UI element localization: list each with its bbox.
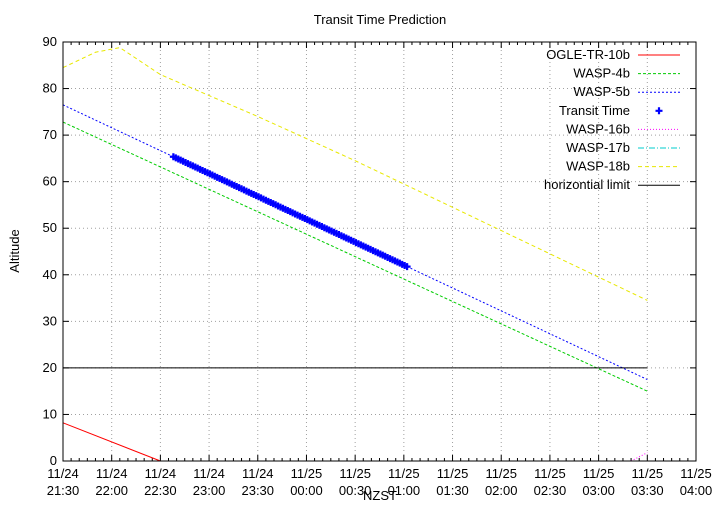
plot-border xyxy=(62,41,697,462)
y-tick-label: 80 xyxy=(43,81,57,96)
x-tick-date: 11/24 xyxy=(96,466,128,481)
y-tick-label: 40 xyxy=(43,267,57,282)
legend-label: WASP-17b xyxy=(566,140,630,155)
x-tick-date: 11/25 xyxy=(680,466,712,481)
legend-label: OGLE-TR-10b xyxy=(546,47,630,62)
x-axis-label: NZST xyxy=(363,488,397,503)
x-tick-date: 11/25 xyxy=(485,466,517,481)
series-transit-time xyxy=(169,153,411,271)
transit-point xyxy=(403,263,411,271)
series-ogle-tr-10b xyxy=(62,422,161,462)
y-tick-label: 50 xyxy=(43,220,57,235)
x-tick-date: 11/25 xyxy=(339,466,371,481)
legend-label: horizontial limit xyxy=(544,177,630,192)
chart-title: Transit Time Prediction xyxy=(314,12,446,27)
y-tick-label: 60 xyxy=(43,174,57,189)
x-tick-time: 02:30 xyxy=(534,483,567,498)
x-tick-date: 11/24 xyxy=(242,466,274,481)
x-tick-time: 23:00 xyxy=(193,483,226,498)
series-wasp-18b xyxy=(62,47,648,301)
x-tick-time: 03:00 xyxy=(582,483,615,498)
y-tick-label: 20 xyxy=(43,360,57,375)
y-tick-label: 10 xyxy=(43,406,57,421)
y-tick-label: 70 xyxy=(43,127,57,142)
legend-label: WASP-18b xyxy=(566,159,630,174)
x-tick-date: 11/25 xyxy=(388,466,420,481)
legend-marker xyxy=(655,107,663,115)
x-tick-date: 11/25 xyxy=(632,466,664,481)
y-tick-label: 30 xyxy=(43,313,57,328)
x-tick-time: 04:00 xyxy=(680,483,713,498)
x-tick-date: 11/24 xyxy=(193,466,225,481)
x-tick-time: 21:30 xyxy=(47,483,80,498)
x-tick-time: 03:30 xyxy=(631,483,664,498)
legend-label: WASP-4b xyxy=(573,66,630,81)
y-axis-label: Altitude xyxy=(7,229,22,272)
x-tick-time: 01:00 xyxy=(388,483,421,498)
x-tick-time: 22:30 xyxy=(144,483,177,498)
legend-label: WASP-5b xyxy=(573,84,630,99)
y-tick-label: 0 xyxy=(50,453,57,468)
y-tick-label: 90 xyxy=(43,34,57,49)
x-tick-time: 02:00 xyxy=(485,483,518,498)
x-tick-date: 11/24 xyxy=(47,466,79,481)
x-tick-date: 11/25 xyxy=(437,466,469,481)
series-wasp-4b xyxy=(62,121,648,392)
legend-label: WASP-16b xyxy=(566,121,630,136)
x-tick-date: 11/25 xyxy=(291,466,323,481)
legend-label: Transit Time xyxy=(559,103,630,118)
x-tick-time: 01:30 xyxy=(436,483,469,498)
x-tick-time: 23:30 xyxy=(241,483,274,498)
x-tick-date: 11/25 xyxy=(534,466,566,481)
series-wasp-16b xyxy=(630,452,648,462)
x-tick-date: 11/25 xyxy=(583,466,615,481)
x-tick-date: 11/24 xyxy=(145,466,177,481)
x-tick-time: 00:30 xyxy=(339,483,372,498)
x-tick-time: 00:00 xyxy=(290,483,323,498)
x-tick-time: 22:00 xyxy=(95,483,128,498)
